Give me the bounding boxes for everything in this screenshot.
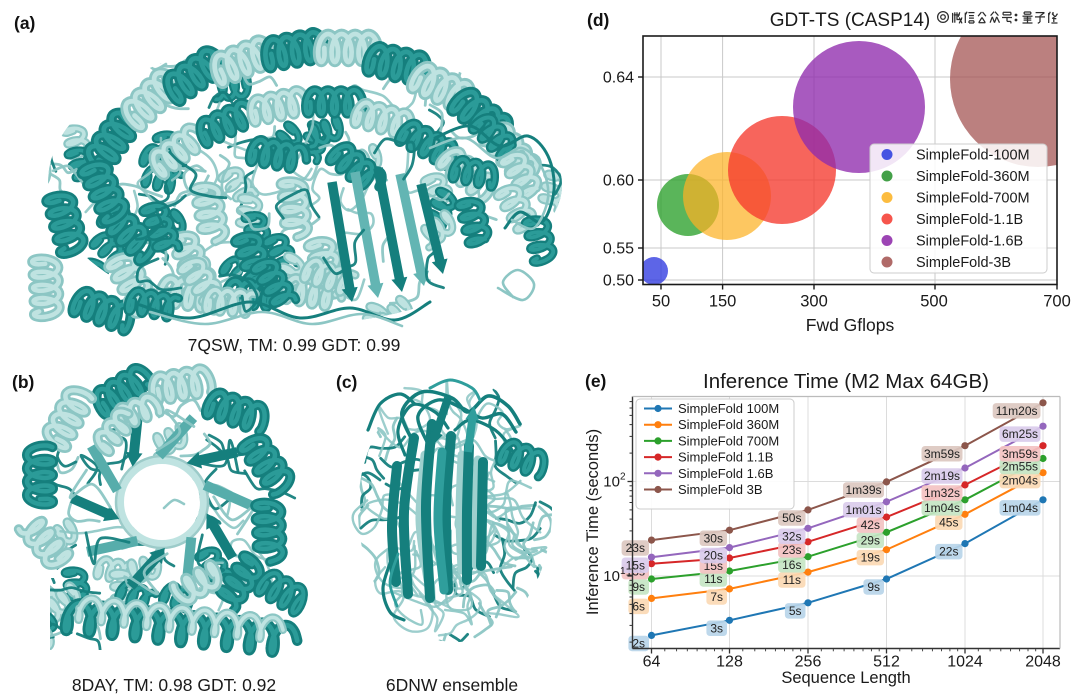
svg-text:19s: 19s xyxy=(861,551,880,565)
svg-text:15s: 15s xyxy=(626,558,645,572)
svg-text:7s: 7s xyxy=(710,590,723,604)
svg-text:23s: 23s xyxy=(782,543,801,557)
svg-text:Fwd Gflops: Fwd Gflops xyxy=(806,315,895,335)
svg-text:23s: 23s xyxy=(626,541,645,555)
svg-text:2s: 2s xyxy=(632,637,645,651)
svg-text:5s: 5s xyxy=(789,604,802,618)
svg-text:11s: 11s xyxy=(704,572,722,586)
svg-text:20s: 20s xyxy=(704,549,723,563)
svg-text:(a): (a) xyxy=(14,13,35,33)
svg-text:512: 512 xyxy=(873,654,900,671)
svg-text:SimpleFold-100M: SimpleFold-100M xyxy=(916,148,1030,164)
svg-text:2m19s: 2m19s xyxy=(924,469,960,483)
svg-text:SimpleFold 360M: SimpleFold 360M xyxy=(678,417,779,432)
svg-text:0.55: 0.55 xyxy=(603,241,634,258)
svg-text:SimpleFold-1.1B: SimpleFold-1.1B xyxy=(916,212,1023,228)
svg-text:42s: 42s xyxy=(861,518,880,532)
svg-text:1m01s: 1m01s xyxy=(845,503,881,517)
svg-text:6m25s: 6m25s xyxy=(1002,427,1038,441)
svg-text:3m59s: 3m59s xyxy=(924,447,960,461)
svg-text:128: 128 xyxy=(716,654,743,671)
svg-text:Sequence Length: Sequence Length xyxy=(781,669,910,687)
svg-text:SimpleFold 700M: SimpleFold 700M xyxy=(678,433,779,448)
svg-text:500: 500 xyxy=(920,293,948,311)
svg-text:Inference Time (seconds): Inference Time (seconds) xyxy=(584,429,602,615)
svg-text:8DAY, TM: 0.98 GDT: 0.92: 8DAY, TM: 0.98 GDT: 0.92 xyxy=(72,675,276,695)
svg-text:1m04s: 1m04s xyxy=(924,501,960,515)
svg-text:2m04s: 2m04s xyxy=(1002,474,1038,488)
svg-text:6s: 6s xyxy=(632,599,645,613)
svg-text:SimpleFold 1.1B: SimpleFold 1.1B xyxy=(678,450,773,465)
svg-text:30s: 30s xyxy=(704,531,723,545)
svg-text:16s: 16s xyxy=(782,558,801,572)
svg-text:SimpleFold-1.6B: SimpleFold-1.6B xyxy=(916,234,1023,250)
svg-text:(b): (b) xyxy=(12,372,34,392)
svg-text:6DNW ensemble: 6DNW ensemble xyxy=(386,675,518,695)
svg-text:(e): (e) xyxy=(585,371,606,391)
svg-text:700: 700 xyxy=(1043,293,1071,311)
svg-text:11m20s: 11m20s xyxy=(996,404,1038,418)
svg-text:300: 300 xyxy=(800,293,828,311)
svg-text:22s: 22s xyxy=(939,545,958,559)
svg-text:45s: 45s xyxy=(939,515,958,529)
svg-text:1m39s: 1m39s xyxy=(845,483,881,497)
svg-text:3s: 3s xyxy=(710,621,723,635)
svg-text:9s: 9s xyxy=(632,580,645,594)
svg-text:0.50: 0.50 xyxy=(603,273,634,290)
svg-text:0.60: 0.60 xyxy=(603,173,634,190)
svg-text:SimpleFold-360M: SimpleFold-360M xyxy=(916,169,1030,185)
svg-text:0.64: 0.64 xyxy=(603,70,634,87)
svg-text:50: 50 xyxy=(652,293,670,311)
svg-text:32s: 32s xyxy=(782,529,801,543)
svg-text:7QSW, TM: 0.99 GDT: 0.99: 7QSW, TM: 0.99 GDT: 0.99 xyxy=(188,335,401,355)
svg-text:1m04s: 1m04s xyxy=(1002,501,1038,515)
svg-text:(d): (d) xyxy=(587,10,609,30)
svg-text:3m59s: 3m59s xyxy=(1002,447,1038,461)
svg-text:9s: 9s xyxy=(867,580,880,594)
svg-text:SimpleFold 3B: SimpleFold 3B xyxy=(678,482,763,497)
svg-text:Inference Time (M2 Max 64GB): Inference Time (M2 Max 64GB) xyxy=(703,370,989,393)
svg-text:2m55s: 2m55s xyxy=(1002,460,1038,474)
svg-text:SimpleFold 1.6B: SimpleFold 1.6B xyxy=(678,466,773,481)
svg-text:150: 150 xyxy=(709,293,737,311)
svg-text:64: 64 xyxy=(643,654,661,671)
svg-text:(c): (c) xyxy=(336,372,357,392)
svg-text:29s: 29s xyxy=(861,533,880,547)
svg-text:GDT-TS (CASP14): GDT-TS (CASP14) xyxy=(770,10,930,31)
svg-text:50s: 50s xyxy=(782,511,801,525)
svg-text:1024: 1024 xyxy=(947,654,983,671)
svg-text:SimpleFold-3B: SimpleFold-3B xyxy=(916,255,1011,271)
svg-text:1m32s: 1m32s xyxy=(924,486,960,500)
svg-text:11s: 11s xyxy=(783,573,801,587)
svg-text:SimpleFold-700M: SimpleFold-700M xyxy=(916,191,1030,207)
svg-text:SimpleFold 100M: SimpleFold 100M xyxy=(678,401,779,416)
svg-text:256: 256 xyxy=(795,654,822,671)
svg-text:2048: 2048 xyxy=(1025,654,1061,671)
